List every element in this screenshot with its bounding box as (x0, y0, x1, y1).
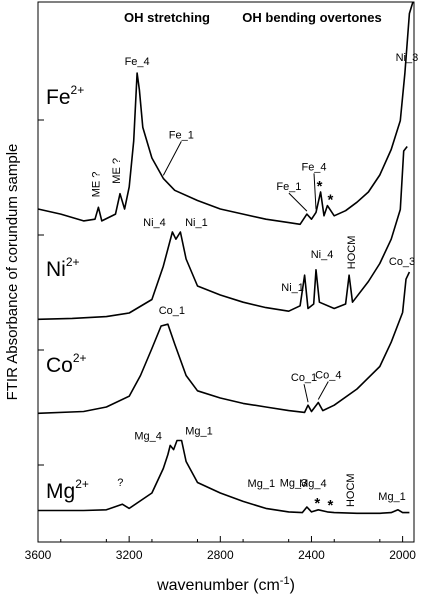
peak-leader-5 (288, 192, 308, 212)
peak-label-12: Ni_4 (311, 249, 334, 261)
peak-label-0: ME ? (90, 172, 102, 198)
peak-label-15: Co_1 (291, 372, 317, 384)
series-label-symbol: Co (46, 354, 73, 377)
region-label-oh-bending: OH bending overtones (242, 10, 381, 25)
peak-label-18: ? (117, 477, 123, 489)
series-line-fe (37, 1, 414, 226)
peak-marker-6: * (317, 178, 323, 195)
plot-frame (37, 1, 415, 543)
x-axis-label-exponent: -1 (280, 575, 290, 587)
series-label-symbol: Fe (46, 86, 71, 109)
peak-label-16: Co_4 (315, 370, 341, 382)
peak-label-23: Mg_4 (299, 478, 327, 490)
series-label-mg: Mg2+ (46, 477, 89, 503)
spectra-traces (37, 1, 414, 515)
axis-ticks: 3600 3200 2800 2400 2000 (25, 119, 416, 562)
peak-label-19: Mg_4 (134, 430, 162, 442)
peak-label-26: HOCM (345, 473, 357, 507)
series-label-charge: 2+ (71, 83, 85, 97)
series-label-symbol: Mg (46, 480, 75, 503)
peak-label-11: Ni_1 (281, 282, 304, 294)
peak-label-8: Ni_3 (396, 52, 419, 64)
series-line-ni (37, 146, 408, 321)
series-label-charge: 2+ (75, 477, 89, 491)
x-tick-label-3200: 3200 (116, 548, 143, 562)
peak-label-20: Mg_1 (185, 426, 213, 438)
x-axis-label: wavenumber (cm-1) (156, 575, 295, 594)
series-label-co: Co2+ (46, 351, 87, 377)
peak-label-13: HOCM (346, 236, 358, 270)
peak-label-14: Co_1 (159, 305, 185, 317)
peak-label-9: Ni_4 (143, 217, 166, 229)
series-label-symbol: Ni (46, 258, 66, 281)
peak-label-4: Fe_4 (301, 161, 326, 173)
x-tick-label-2000: 2000 (389, 548, 416, 562)
peak-marker-25: * (327, 497, 333, 514)
series-label-ni: Ni2+ (46, 255, 80, 281)
peak-label-5: Fe_1 (276, 181, 301, 193)
x-tick-label-2800: 2800 (207, 548, 234, 562)
peak-label-27: Mg_1 (378, 491, 406, 503)
peak-leader-3 (162, 141, 182, 176)
peak-label-10: Ni_1 (185, 217, 208, 229)
x-tick-label-3600: 3600 (25, 548, 52, 562)
x-tick-label-2400: 2400 (298, 548, 325, 562)
peak-label-22: Mg_3 (280, 477, 308, 489)
x-axis-label-close: ) (290, 577, 295, 594)
peak-leader-4 (313, 173, 317, 210)
series-label-charge: 2+ (66, 255, 80, 269)
peak-leader-15 (303, 384, 309, 403)
peak-label-21: Mg_1 (248, 478, 276, 490)
y-axis-label: FTIR Absorbance of corundum sample (4, 144, 21, 401)
series-line-mg (38, 439, 410, 515)
peak-label-3: Fe_1 (169, 129, 194, 141)
peak-label-1: ME ? (111, 158, 123, 184)
peak-labels: Fe2+Ni2+Co2+Mg2+ME ?ME ?Fe_4Fe_1Fe_4Fe_1… (46, 52, 418, 514)
peak-label-17: Co_3 (389, 256, 415, 268)
peak-marker-24: * (314, 495, 320, 512)
region-label-oh-stretching: OH stretching (124, 10, 210, 25)
peak-leader-16 (317, 381, 329, 400)
peak-label-2: Fe_4 (125, 56, 150, 68)
series-label-fe: Fe2+ (46, 83, 84, 109)
series-line-co (37, 271, 411, 415)
peak-marker-7: * (327, 192, 333, 209)
series-label-charge: 2+ (73, 351, 87, 365)
x-axis-label-main: wavenumber (cm (156, 577, 280, 594)
